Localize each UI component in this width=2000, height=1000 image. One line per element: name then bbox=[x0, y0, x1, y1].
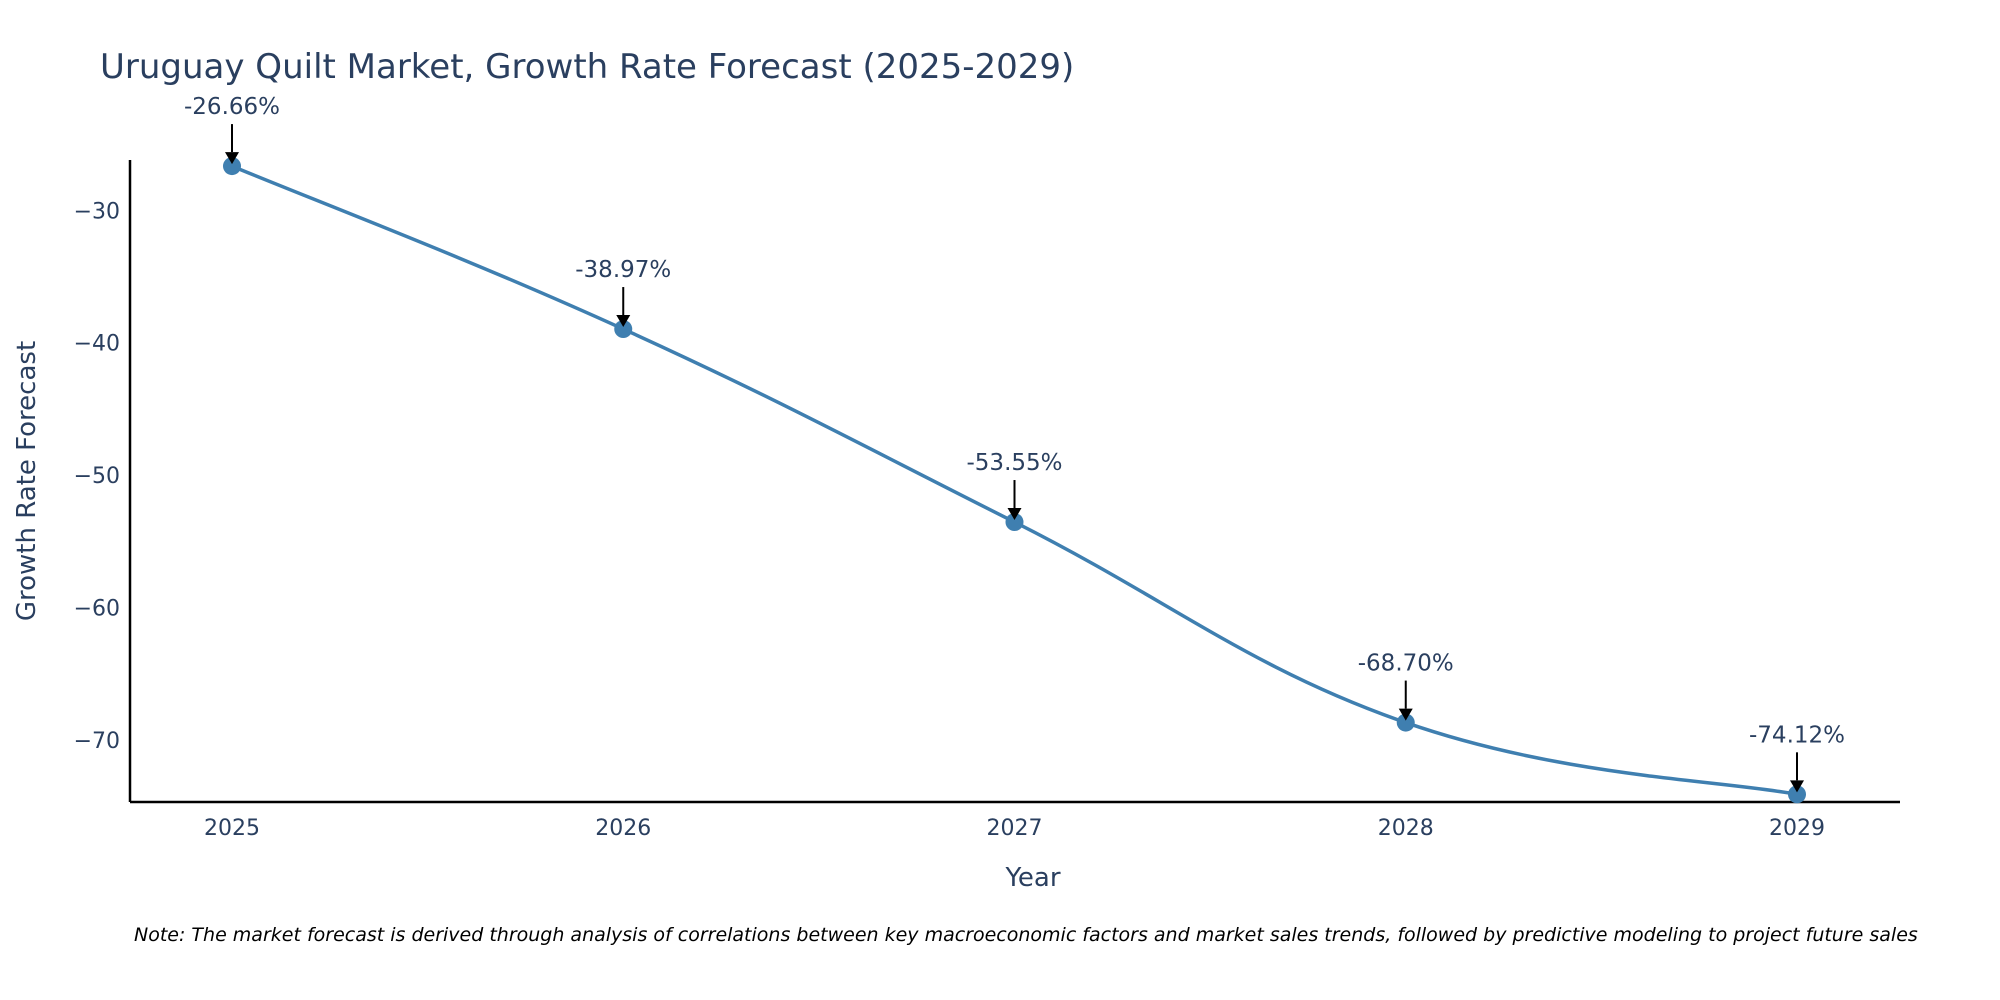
annotation-arrow-head bbox=[1398, 708, 1413, 721]
x-tick-label: 2025 bbox=[204, 816, 260, 841]
y-axis-title: Growth Rate Forecast bbox=[12, 341, 42, 621]
annotation-arrow-head bbox=[616, 315, 631, 328]
x-tick-label: 2028 bbox=[1378, 816, 1434, 841]
data-label: -38.97% bbox=[575, 257, 671, 283]
footnote: Note: The market forecast is derived thr… bbox=[134, 924, 1918, 946]
y-tick-label: −50 bbox=[74, 464, 120, 489]
y-tick-labels: −30 −40 −50 −60 −70 bbox=[74, 199, 120, 753]
data-label: -68.70% bbox=[1358, 651, 1454, 677]
x-tick-label: 2027 bbox=[987, 816, 1043, 841]
y-tick-label: −60 bbox=[74, 596, 120, 621]
data-point bbox=[614, 320, 633, 339]
data-point bbox=[1005, 513, 1024, 532]
y-tick-label: −70 bbox=[74, 729, 120, 754]
data-label: -26.66% bbox=[184, 94, 280, 120]
x-tick-label: 2029 bbox=[1769, 816, 1825, 841]
data-annotations: -26.66% -38.97% -53.55% -68.70% -74.12% bbox=[184, 94, 1845, 793]
annotation-arrow-head bbox=[1007, 508, 1022, 521]
x-tick-label: 2026 bbox=[595, 816, 651, 841]
y-tick-label: −40 bbox=[74, 332, 120, 357]
data-label: -74.12% bbox=[1749, 722, 1845, 748]
x-axis-title: Year bbox=[1004, 863, 1060, 893]
data-point bbox=[1396, 713, 1415, 732]
annotation-arrow-head bbox=[1790, 780, 1804, 793]
data-label: -53.55% bbox=[967, 450, 1063, 476]
y-tick-label: −30 bbox=[74, 199, 120, 224]
chart-title: Uruguay Quilt Market, Growth Rate Foreca… bbox=[100, 47, 1074, 87]
annotation-arrow-head bbox=[225, 152, 239, 165]
data-points bbox=[223, 157, 1806, 804]
x-tick-labels: 2025 2026 2027 2028 2029 bbox=[204, 816, 1825, 841]
data-point bbox=[223, 157, 241, 176]
data-point bbox=[1788, 785, 1806, 804]
